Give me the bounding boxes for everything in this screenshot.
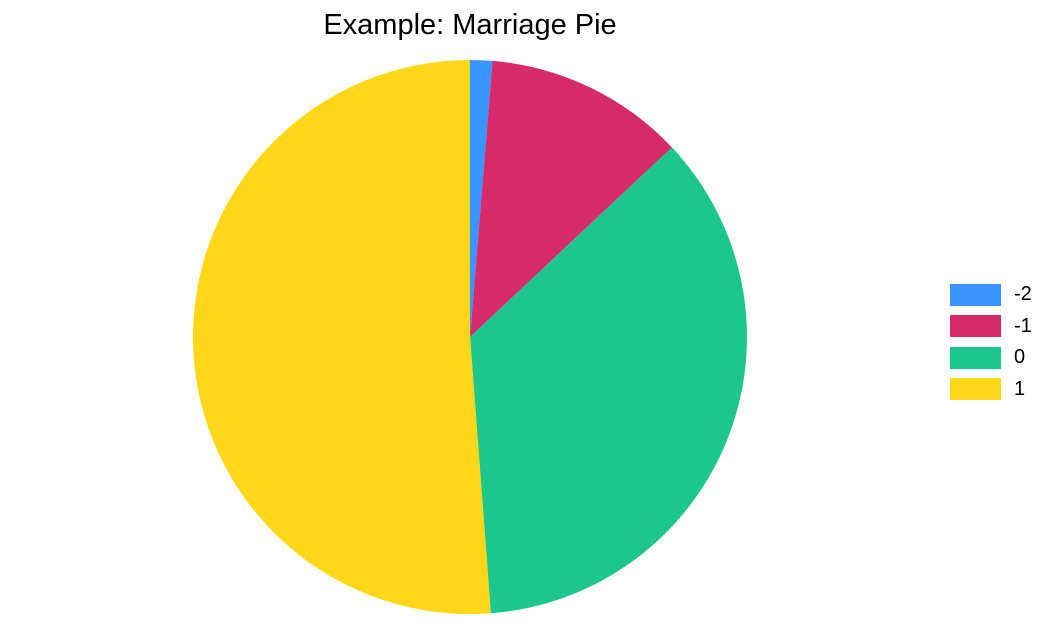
pie-slice-1 — [193, 60, 491, 614]
legend-swatch — [950, 283, 1001, 306]
legend-swatch — [950, 378, 1001, 401]
legend-swatch — [950, 346, 1001, 369]
pie-chart — [193, 60, 747, 614]
legend: -2 -1 0 1 — [950, 279, 1032, 405]
pie-slices — [193, 60, 747, 614]
pie-slice-0 — [470, 147, 747, 614]
legend-item: 1 — [950, 374, 1032, 406]
pie-slice--1 — [470, 60, 672, 338]
legend-label: -2 — [1014, 283, 1032, 306]
pie-slice--2 — [470, 60, 493, 337]
legend-item: -2 — [950, 279, 1032, 311]
legend-label: -1 — [1014, 314, 1032, 337]
legend-label: 0 — [1014, 346, 1026, 369]
legend-item: 0 — [950, 342, 1032, 374]
legend-item: -1 — [950, 311, 1032, 343]
legend-swatch — [950, 315, 1001, 338]
legend-label: 1 — [1014, 377, 1026, 400]
chart-title: Example: Marriage Pie — [323, 9, 617, 41]
